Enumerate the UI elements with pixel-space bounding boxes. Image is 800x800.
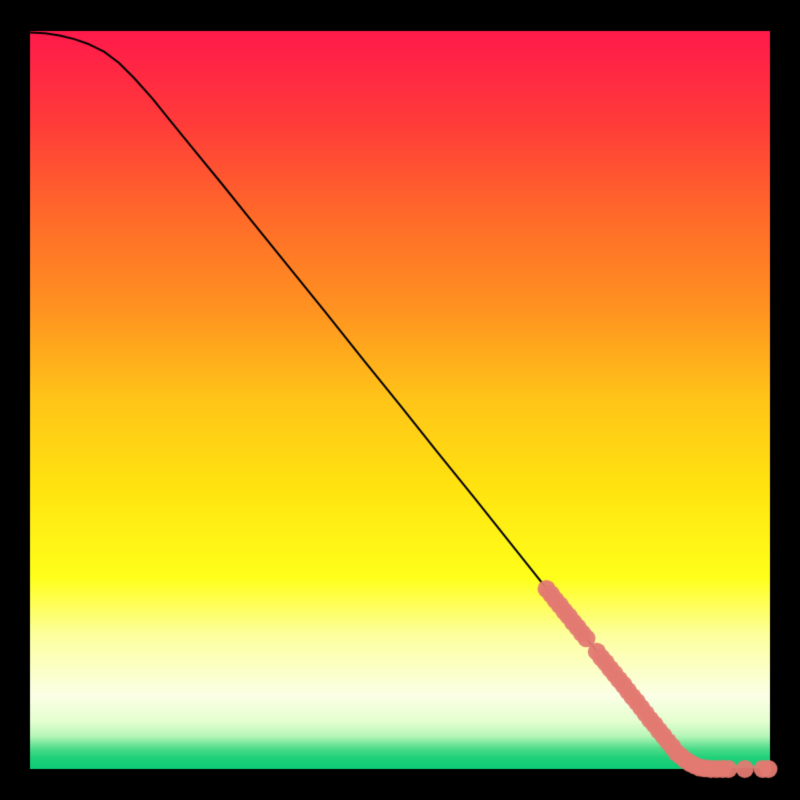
watermark-text: TheBottleneck.com — [582, 8, 770, 34]
bottleneck-gradient-chart — [0, 0, 800, 800]
chart-container: TheBottleneck.com — [0, 0, 800, 800]
